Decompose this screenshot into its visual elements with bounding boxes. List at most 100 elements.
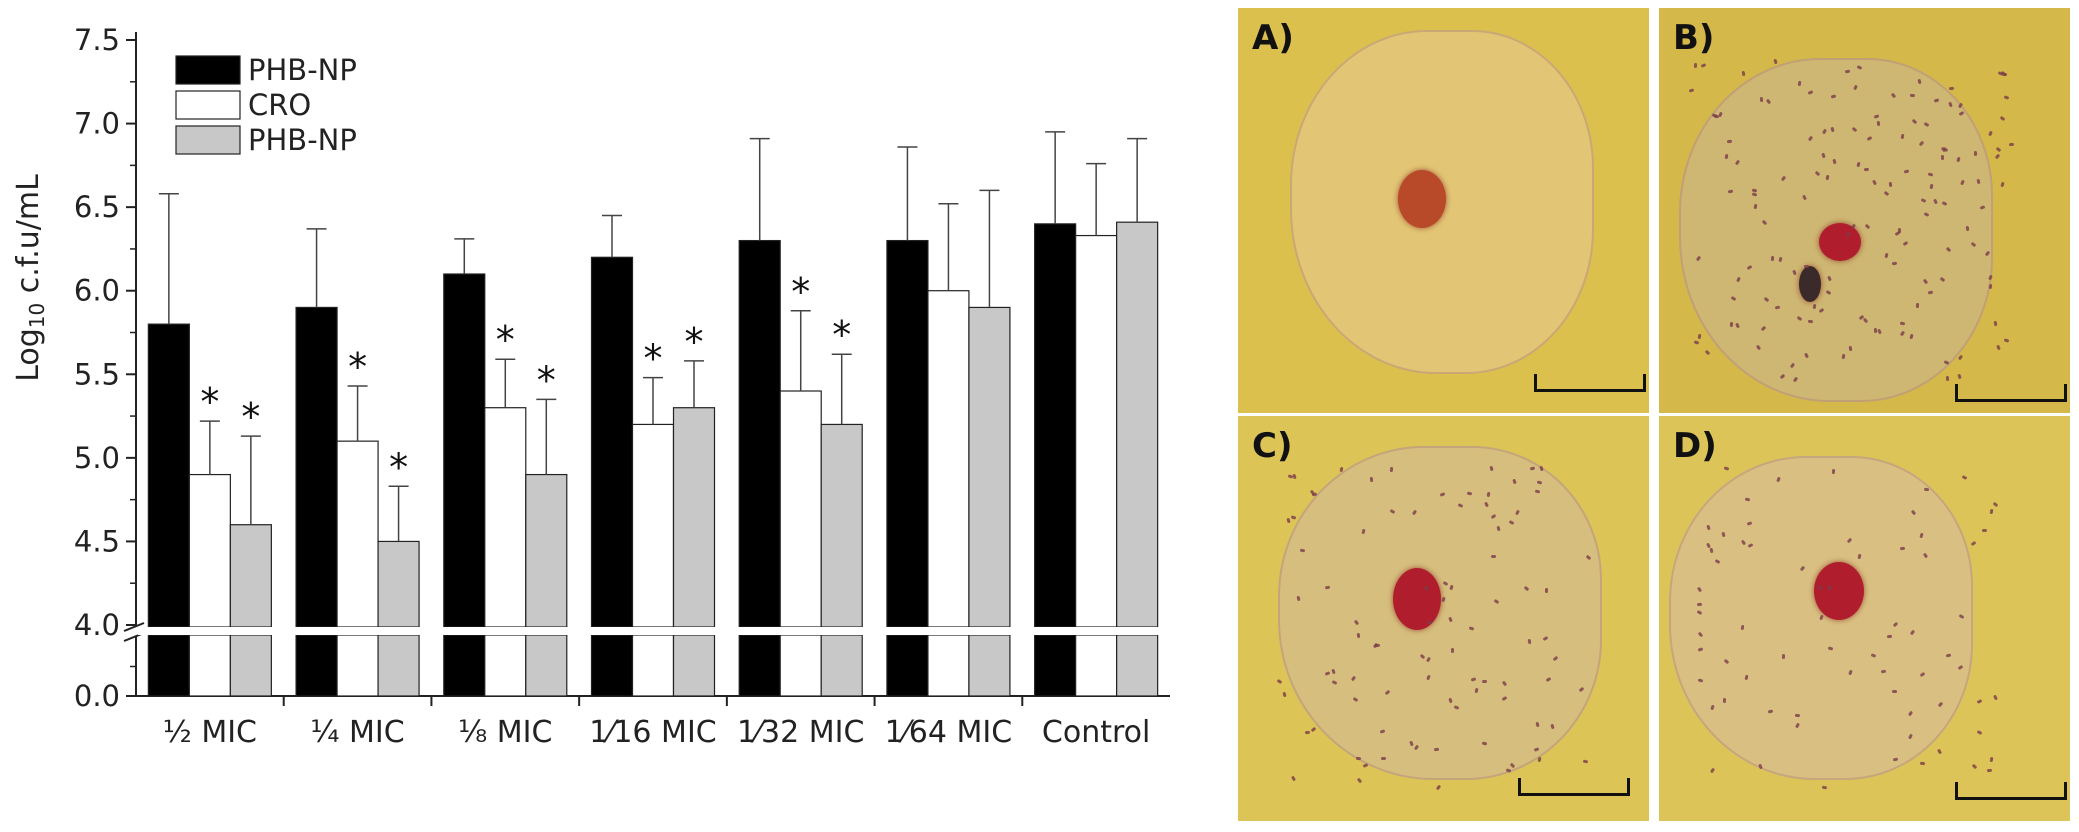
x-tick-label: ½ MIC [163, 715, 257, 750]
bar-lower-segment [738, 634, 781, 697]
bacterium-speck [2000, 181, 2005, 188]
bar-lower-segment [1116, 634, 1159, 697]
bacterium-speck [1989, 508, 1993, 515]
bacterium-speck [1888, 181, 1893, 188]
bacterium-speck [1883, 252, 1889, 259]
bacterium-speck [1919, 761, 1925, 766]
bacterium-speck [1830, 93, 1837, 99]
bacterium-speck [1982, 529, 1988, 533]
bacterium-speck [1941, 154, 1945, 160]
significance-star: * [389, 445, 408, 489]
bar-lower-segment [525, 634, 568, 697]
bar [886, 239, 929, 628]
x-tick-label: ⅛ MIC [458, 715, 552, 750]
legend-swatch [175, 55, 241, 85]
bacterium-speck [1774, 305, 1780, 310]
bacterium-speck [1976, 699, 1983, 705]
significance-star: * [200, 380, 219, 424]
bacterium-speck [1291, 515, 1297, 520]
bacterium-speck [1945, 376, 1949, 382]
bacterium-speck [1726, 139, 1732, 144]
bacterium-speck [1899, 321, 1905, 326]
bacterium-speck [1831, 468, 1836, 474]
bacterium-speck [1993, 501, 1999, 508]
y-tick-label: 5.5 [74, 357, 120, 391]
bar [779, 390, 822, 628]
bacterium-speck [1988, 283, 1992, 290]
bacterium-speck [1977, 729, 1983, 735]
bacterium-speck [1697, 333, 1702, 340]
bacterium-speck [1741, 71, 1746, 77]
y-tick-label: 7.5 [74, 23, 120, 57]
bar-lower-segment [968, 634, 1011, 697]
bar [820, 423, 863, 628]
bacterium-speck [1957, 373, 1962, 380]
legend-swatch [175, 125, 241, 155]
bacterium-speck [1976, 178, 1981, 185]
bacterium-speck [1693, 340, 1700, 345]
bar-lower-segment [927, 634, 970, 697]
bacterium-speck [1987, 768, 1993, 773]
cell-nucleus [1819, 223, 1861, 261]
legend-label: PHB-NP [248, 123, 357, 157]
x-tick-label: 1⁄16 MIC [589, 715, 717, 750]
bacterium-speck [1988, 130, 1994, 136]
significance-star: * [832, 313, 851, 357]
bacterium-speck [1794, 713, 1800, 717]
bacterium-speck [1961, 474, 1968, 480]
panel-label: C) [1252, 426, 1293, 466]
bar [927, 290, 970, 628]
legend-label: CRO [248, 88, 311, 122]
bacterium-speck [1993, 694, 1998, 701]
bacterium-speck [1282, 692, 1287, 698]
epithelial-cell [1278, 446, 1602, 780]
micrograph-panel-c: C) [1238, 416, 1649, 821]
bar [229, 524, 272, 628]
scale-bar [1534, 374, 1646, 392]
bacterium-speck [1971, 763, 1977, 770]
bar-lower-segment [147, 634, 190, 697]
bacterium-speck [1891, 689, 1897, 693]
bacterium-speck [1694, 63, 1698, 69]
bacterium-speck [1971, 540, 1977, 546]
micrograph-panel-d: D) [1659, 416, 2070, 821]
bacterium-speck [1773, 58, 1778, 65]
y-tick-label: 4.0 [74, 608, 120, 642]
bar [1075, 234, 1118, 628]
bacterium-speck [1704, 349, 1711, 356]
axis-break-mark [123, 622, 145, 632]
bacterium-speck [1923, 487, 1929, 491]
bacterium-speck [2008, 142, 2015, 146]
bacterium-speck [1448, 584, 1454, 591]
bacterium-speck [1857, 553, 1861, 560]
bar [1034, 223, 1077, 628]
y-tick-label: 6.0 [74, 274, 120, 308]
cell-nucleus [1393, 568, 1441, 630]
bacterium-speck [1496, 525, 1501, 532]
bacterium-speck [1369, 476, 1373, 483]
x-tick-label: 1⁄32 MIC [737, 715, 865, 750]
bacterium-speck [1999, 116, 2006, 122]
scale-bar [1518, 778, 1630, 796]
bacterium-speck [1827, 585, 1831, 591]
bacterium-speck [1535, 721, 1540, 727]
bar [377, 540, 420, 628]
bar-lower-segment [1034, 634, 1077, 697]
bacterium-speck [1909, 93, 1915, 98]
bacterium-speck [1310, 727, 1317, 733]
panel-label: D) [1673, 426, 1717, 466]
bar [295, 306, 338, 628]
error-bars [158, 131, 1148, 542]
bar-lower-segment [590, 634, 634, 697]
bacterium-speck [1689, 88, 1695, 93]
bacterium-speck [1770, 256, 1774, 262]
bar [672, 407, 716, 628]
bacterium-speck [1486, 491, 1490, 498]
bar-lower-segment [886, 634, 929, 697]
scale-bar [1955, 782, 2067, 800]
bar [590, 256, 634, 628]
bar [631, 423, 675, 628]
panel-label: B) [1673, 18, 1715, 58]
significance-star: * [348, 345, 367, 389]
